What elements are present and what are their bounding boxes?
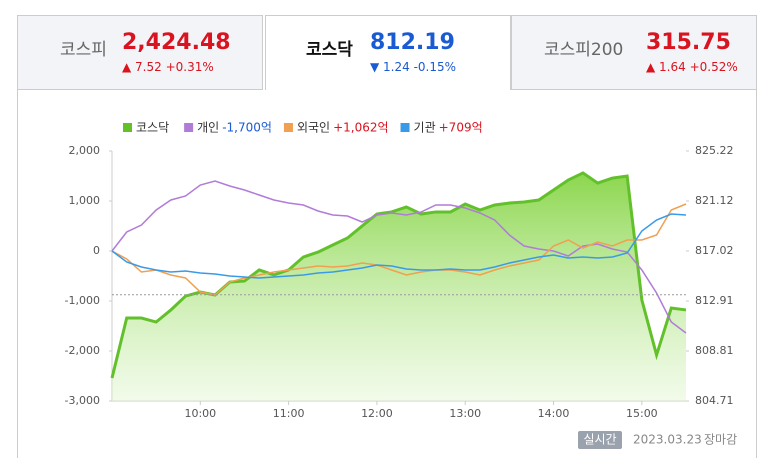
tab-name: 코스닥 bbox=[306, 40, 353, 60]
y2-tick-label: 812.91 bbox=[695, 294, 734, 307]
tab[interactable]: 코스피200 315.75 ▲ 1.64 +0.52% bbox=[511, 15, 757, 90]
legend-name: 기관 bbox=[414, 121, 436, 135]
legend-value: +1,062억 bbox=[333, 121, 388, 135]
change-text: 1.64 +0.52% bbox=[659, 60, 738, 74]
x-tick-label: 10:00 bbox=[184, 407, 216, 420]
legend-swatch bbox=[283, 123, 293, 132]
legend-swatch bbox=[400, 123, 410, 132]
legend-name: 외국인 bbox=[297, 121, 330, 135]
y-tick-label: -3,000 bbox=[65, 394, 100, 407]
area bbox=[112, 172, 686, 401]
tab[interactable]: 코스피 2,424.48 ▲ 7.52 +0.31% bbox=[17, 15, 263, 90]
y-tick-label: -2,000 bbox=[65, 344, 100, 357]
badge-text: 실시간 bbox=[583, 433, 616, 447]
panel bbox=[17, 90, 757, 458]
tab[interactable]: 코스닥 812.19 ▼ 1.24 -0.15% bbox=[265, 15, 511, 90]
y2-tick-label: 804.71 bbox=[695, 394, 734, 407]
tab-change: ▲ 7.52 +0.31% bbox=[122, 60, 214, 74]
status: 장마감 bbox=[704, 433, 737, 447]
x-tick-label: 11:00 bbox=[273, 407, 305, 420]
y-tick-label: 0 bbox=[93, 244, 100, 257]
legend-name: 개인 bbox=[197, 121, 219, 135]
tab-value: 315.75 bbox=[646, 30, 731, 55]
legend-swatch bbox=[123, 123, 132, 132]
legend-name: 코스닥 bbox=[136, 121, 169, 135]
line bbox=[111, 213, 687, 279]
y2-tick-label: 825.22 bbox=[695, 144, 734, 157]
y2-tick-label: 817.02 bbox=[695, 244, 734, 257]
legend-swatch bbox=[184, 123, 194, 132]
change-text: 7.52 +0.31% bbox=[135, 60, 214, 74]
tab-name: 코스피200 bbox=[544, 40, 624, 60]
x-tick-label: 12:00 bbox=[361, 407, 393, 420]
x-tick-label: 15:00 bbox=[626, 407, 658, 420]
legend-value: +709억 bbox=[439, 121, 483, 135]
tab-change: ▲ 1.64 +0.52% bbox=[646, 60, 738, 74]
y2-tick-label: 821.12 bbox=[695, 194, 734, 207]
line bbox=[111, 203, 687, 296]
x-tick-label: 13:00 bbox=[449, 407, 481, 420]
legend-value: -1,700억 bbox=[222, 121, 272, 135]
date: 2023.03.23 bbox=[633, 433, 702, 447]
tab-change: ▼ 1.24 -0.15% bbox=[370, 60, 457, 74]
y-tick-label: -1,000 bbox=[65, 294, 100, 307]
badge bbox=[578, 431, 622, 449]
tab-name: 코스피 bbox=[60, 40, 107, 60]
y-tick-label: 2,000 bbox=[69, 144, 101, 157]
tab-value: 812.19 bbox=[370, 30, 455, 55]
tab-value: 2,424.48 bbox=[122, 30, 231, 55]
y-tick-label: 1,000 bbox=[69, 194, 101, 207]
y2-tick-label: 808.81 bbox=[695, 344, 734, 357]
change-text: 1.24 -0.15% bbox=[383, 60, 457, 74]
x-tick-label: 14:00 bbox=[538, 407, 570, 420]
